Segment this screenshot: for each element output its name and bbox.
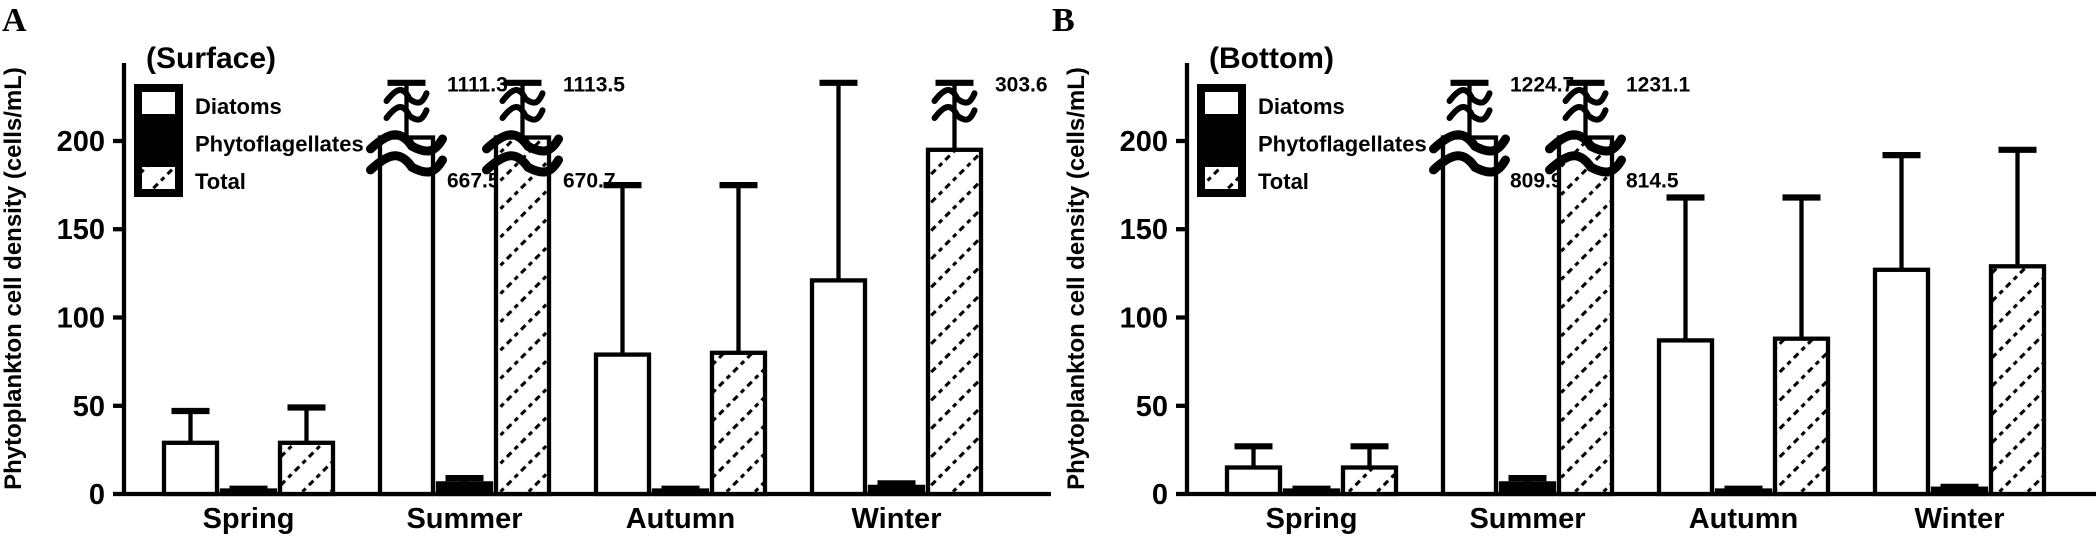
svg-text:814.5: 814.5	[1626, 170, 1679, 193]
svg-text:Summer: Summer	[406, 503, 522, 535]
svg-text:100: 100	[1120, 303, 1168, 335]
svg-text:150: 150	[1120, 214, 1168, 246]
svg-text:Total: Total	[195, 169, 246, 194]
svg-text:Autumn: Autumn	[1689, 503, 1799, 535]
svg-text:670.7: 670.7	[563, 170, 616, 193]
svg-text:150: 150	[57, 214, 105, 246]
svg-text:0: 0	[1152, 479, 1168, 511]
svg-text:Autumn: Autumn	[626, 503, 736, 535]
svg-text:Summer: Summer	[1469, 503, 1585, 535]
svg-text:0: 0	[89, 479, 105, 511]
svg-text:50: 50	[73, 391, 105, 423]
svg-text:Winter: Winter	[1915, 503, 2005, 535]
svg-text:Spring: Spring	[203, 503, 295, 535]
svg-text:1113.5: 1113.5	[563, 74, 625, 97]
svg-text:200: 200	[1120, 126, 1168, 158]
svg-text:A: A	[2, 2, 27, 39]
svg-text:Phytoflagellates: Phytoflagellates	[1258, 132, 1427, 157]
svg-text:B: B	[1052, 2, 1075, 39]
svg-text:50: 50	[1136, 391, 1168, 423]
svg-text:(Bottom): (Bottom)	[1209, 42, 1334, 75]
svg-text:Diatoms: Diatoms	[1258, 94, 1345, 119]
svg-text:667.5: 667.5	[447, 170, 500, 193]
svg-text:Winter: Winter	[852, 503, 942, 535]
svg-text:(Surface): (Surface)	[146, 42, 276, 75]
svg-text:809.9: 809.9	[1510, 170, 1563, 193]
svg-text:Phytoflagellates: Phytoflagellates	[195, 132, 364, 157]
svg-text:Phytoplankton cell density (ce: Phytoplankton cell density (cells/mL)	[1063, 67, 1090, 490]
svg-text:Total: Total	[1258, 169, 1309, 194]
svg-text:Phytoplankton cell density (ce: Phytoplankton cell density (cells/mL)	[0, 67, 27, 490]
svg-text:100: 100	[57, 303, 105, 335]
svg-text:1231.1: 1231.1	[1626, 74, 1691, 97]
svg-text:Diatoms: Diatoms	[195, 94, 282, 119]
svg-text:1224.7: 1224.7	[1510, 74, 1574, 97]
svg-text:200: 200	[57, 126, 105, 158]
svg-text:303.6: 303.6	[995, 74, 1048, 97]
svg-text:1111.3: 1111.3	[447, 74, 508, 97]
svg-text:Spring: Spring	[1266, 503, 1358, 535]
